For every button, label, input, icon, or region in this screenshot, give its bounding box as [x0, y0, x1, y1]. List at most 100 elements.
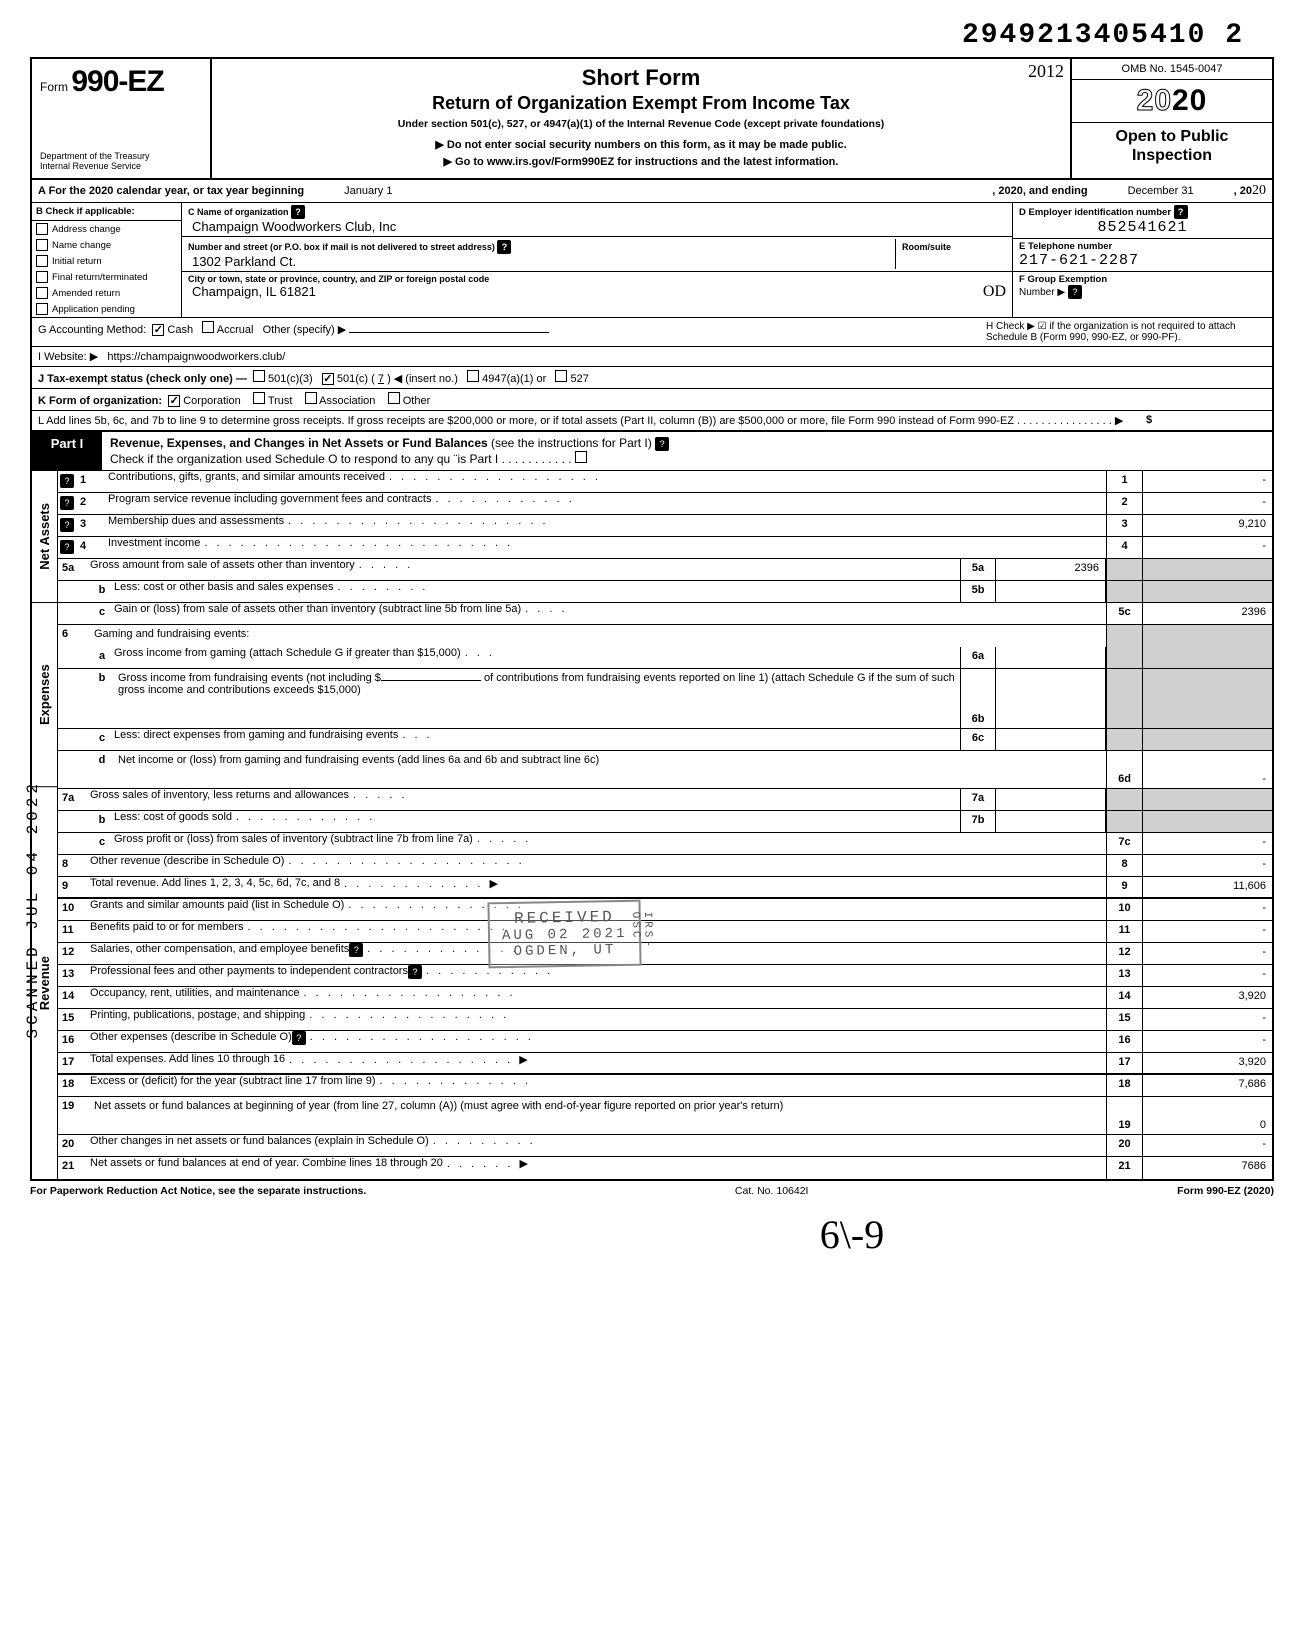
line-box-mid: 6b	[960, 669, 996, 728]
chk-501c[interactable]	[322, 373, 334, 385]
help-icon[interactable]: ?	[292, 1031, 306, 1045]
side-expenses: Expenses	[32, 602, 57, 786]
form-number: Form 990-EZ	[40, 65, 202, 99]
help-icon[interactable]: ?	[655, 437, 669, 451]
line-value[interactable]: -	[1142, 921, 1272, 942]
line-9: 9 Total revenue. Add lines 1, 2, 3, 4, 5…	[58, 877, 1272, 899]
line-value[interactable]: -	[1142, 751, 1272, 788]
chk-address-change[interactable]: Address change	[32, 221, 181, 237]
line-value[interactable]: 7,686	[1142, 1075, 1272, 1096]
help-icon[interactable]: ?	[60, 518, 74, 532]
line-value[interactable]: 2396	[1142, 603, 1272, 624]
line-value[interactable]: 0	[1142, 1097, 1272, 1134]
line-desc: Program service revenue including govern…	[108, 493, 431, 514]
j-opt1: 501(c)(3)	[268, 373, 313, 385]
line-value[interactable]: -	[1142, 943, 1272, 964]
f-label: F Group Exemption	[1019, 274, 1266, 285]
chk-schedule-o[interactable]	[575, 451, 587, 463]
line-value[interactable]: -	[1142, 1135, 1272, 1156]
line-value[interactable]: -	[1142, 1031, 1272, 1052]
line-value-mid[interactable]	[996, 811, 1106, 832]
header-left: Form 990-EZ Department of the Treasury I…	[32, 59, 212, 178]
col-c-org-info: C Name of organization ? Champaign Woodw…	[182, 203, 1012, 317]
line-value[interactable]: -	[1142, 471, 1272, 492]
col-b-checklist: B Check if applicable: Address change Na…	[32, 203, 182, 317]
help-icon[interactable]: ?	[349, 943, 363, 957]
chk-other-org[interactable]	[388, 392, 400, 404]
line-number: 13	[58, 965, 90, 986]
line-value[interactable]: -	[1142, 965, 1272, 986]
help-icon[interactable]: ?	[408, 965, 422, 979]
chk-application-pending[interactable]: Application pending	[32, 301, 181, 317]
org-name-value[interactable]: Champaign Woodworkers Club, Inc	[188, 219, 1006, 234]
line-21: 21 Net assets or fund balances at end of…	[58, 1157, 1272, 1179]
street-value[interactable]: 1302 Parkland Ct.	[188, 254, 296, 269]
help-icon[interactable]: ?	[60, 474, 74, 488]
line-value[interactable]: -	[1142, 899, 1272, 920]
line-value-mid[interactable]	[996, 581, 1106, 602]
row-j-tax-exempt: J Tax-exempt status (check only one) — 5…	[30, 367, 1274, 389]
chk-4947[interactable]	[467, 370, 479, 382]
chk-501c3[interactable]	[253, 370, 265, 382]
line-box: 11	[1106, 921, 1142, 942]
line-desc: Benefits paid to or for members	[90, 921, 243, 942]
line-value-mid[interactable]	[996, 729, 1106, 750]
line-6a: a Gross income from gaming (attach Sched…	[58, 647, 1272, 669]
chk-trust[interactable]	[253, 392, 265, 404]
line-value[interactable]: -	[1142, 1009, 1272, 1030]
help-icon[interactable]: ?	[1174, 205, 1188, 219]
help-icon[interactable]: ?	[291, 205, 305, 219]
row-street: Number and street (or P.O. box if mail i…	[182, 237, 1012, 272]
chk-final-return[interactable]: Final return/terminated	[32, 269, 181, 285]
help-icon[interactable]: ?	[1068, 285, 1082, 299]
line-value-mid[interactable]	[996, 789, 1106, 810]
phone-value[interactable]: 217-621-2287	[1019, 252, 1266, 269]
line-number: 7a	[58, 789, 90, 810]
side-revenue: Revenue	[32, 786, 57, 1179]
line-value[interactable]: 7686	[1142, 1157, 1272, 1179]
line-value[interactable]: -	[1142, 493, 1272, 514]
line-17: 17 Total expenses. Add lines 10 through …	[58, 1053, 1272, 1075]
help-icon[interactable]: ?	[60, 496, 74, 510]
j-opt2-num[interactable]: 7	[378, 373, 384, 385]
line-desc: Total expenses. Add lines 10 through 16	[90, 1053, 285, 1073]
line-value-mid[interactable]	[996, 669, 1106, 728]
line-desc: Gross profit or (loss) from sales of inv…	[114, 833, 473, 854]
line-6c: c Less: direct expenses from gaming and …	[58, 729, 1272, 751]
chk-cash[interactable]	[152, 324, 164, 336]
chk-name-change[interactable]: Name change	[32, 237, 181, 253]
chk-amended-return[interactable]: Amended return	[32, 285, 181, 301]
row-a-ending-label: , 2020, and ending	[992, 185, 1087, 197]
row-l-gross-receipts: L Add lines 5b, 6c, and 7b to line 9 to …	[30, 411, 1274, 432]
ein-value[interactable]: 852541621	[1019, 219, 1266, 236]
chk-527[interactable]	[555, 370, 567, 382]
chk-association[interactable]	[305, 392, 317, 404]
l-dollar: $	[1146, 414, 1266, 427]
website-value[interactable]: https://champaignwoodworkers.club/	[107, 351, 285, 363]
form-note-2: ▶ Go to www.irs.gov/Form990EZ for instru…	[222, 155, 1060, 168]
line-value[interactable]: -	[1142, 537, 1272, 558]
line-value[interactable]: 11,606	[1142, 877, 1272, 897]
chk-accrual[interactable]	[202, 321, 214, 333]
line-box: 6d	[1106, 751, 1142, 788]
row-e-phone: E Telephone number 217-621-2287	[1013, 239, 1272, 272]
e-label: E Telephone number	[1019, 241, 1266, 252]
col-def: D Employer identification number ? 85254…	[1012, 203, 1272, 317]
city-value[interactable]: Champaign, IL 61821	[188, 284, 1006, 299]
line-value[interactable]: -	[1142, 833, 1272, 854]
line-value[interactable]: 9,210	[1142, 515, 1272, 536]
chk-initial-return[interactable]: Initial return	[32, 253, 181, 269]
line-value[interactable]: -	[1142, 855, 1272, 876]
line-3: ? 3 Membership dues and assessments. . .…	[58, 515, 1272, 537]
row-i-website: I Website: ▶ https://champaignwoodworker…	[30, 347, 1274, 367]
line-value-mid[interactable]: 2396	[996, 559, 1106, 580]
form-footer: For Paperwork Reduction Act Notice, see …	[30, 1181, 1274, 1201]
j-opt4: 527	[571, 373, 589, 385]
line-value-mid[interactable]	[996, 647, 1106, 668]
line-number: 15	[58, 1009, 90, 1030]
line-value[interactable]: 3,920	[1142, 987, 1272, 1008]
help-icon[interactable]: ?	[60, 540, 74, 554]
line-value[interactable]: 3,920	[1142, 1053, 1272, 1073]
help-icon[interactable]: ?	[497, 240, 511, 254]
chk-corporation[interactable]	[168, 395, 180, 407]
